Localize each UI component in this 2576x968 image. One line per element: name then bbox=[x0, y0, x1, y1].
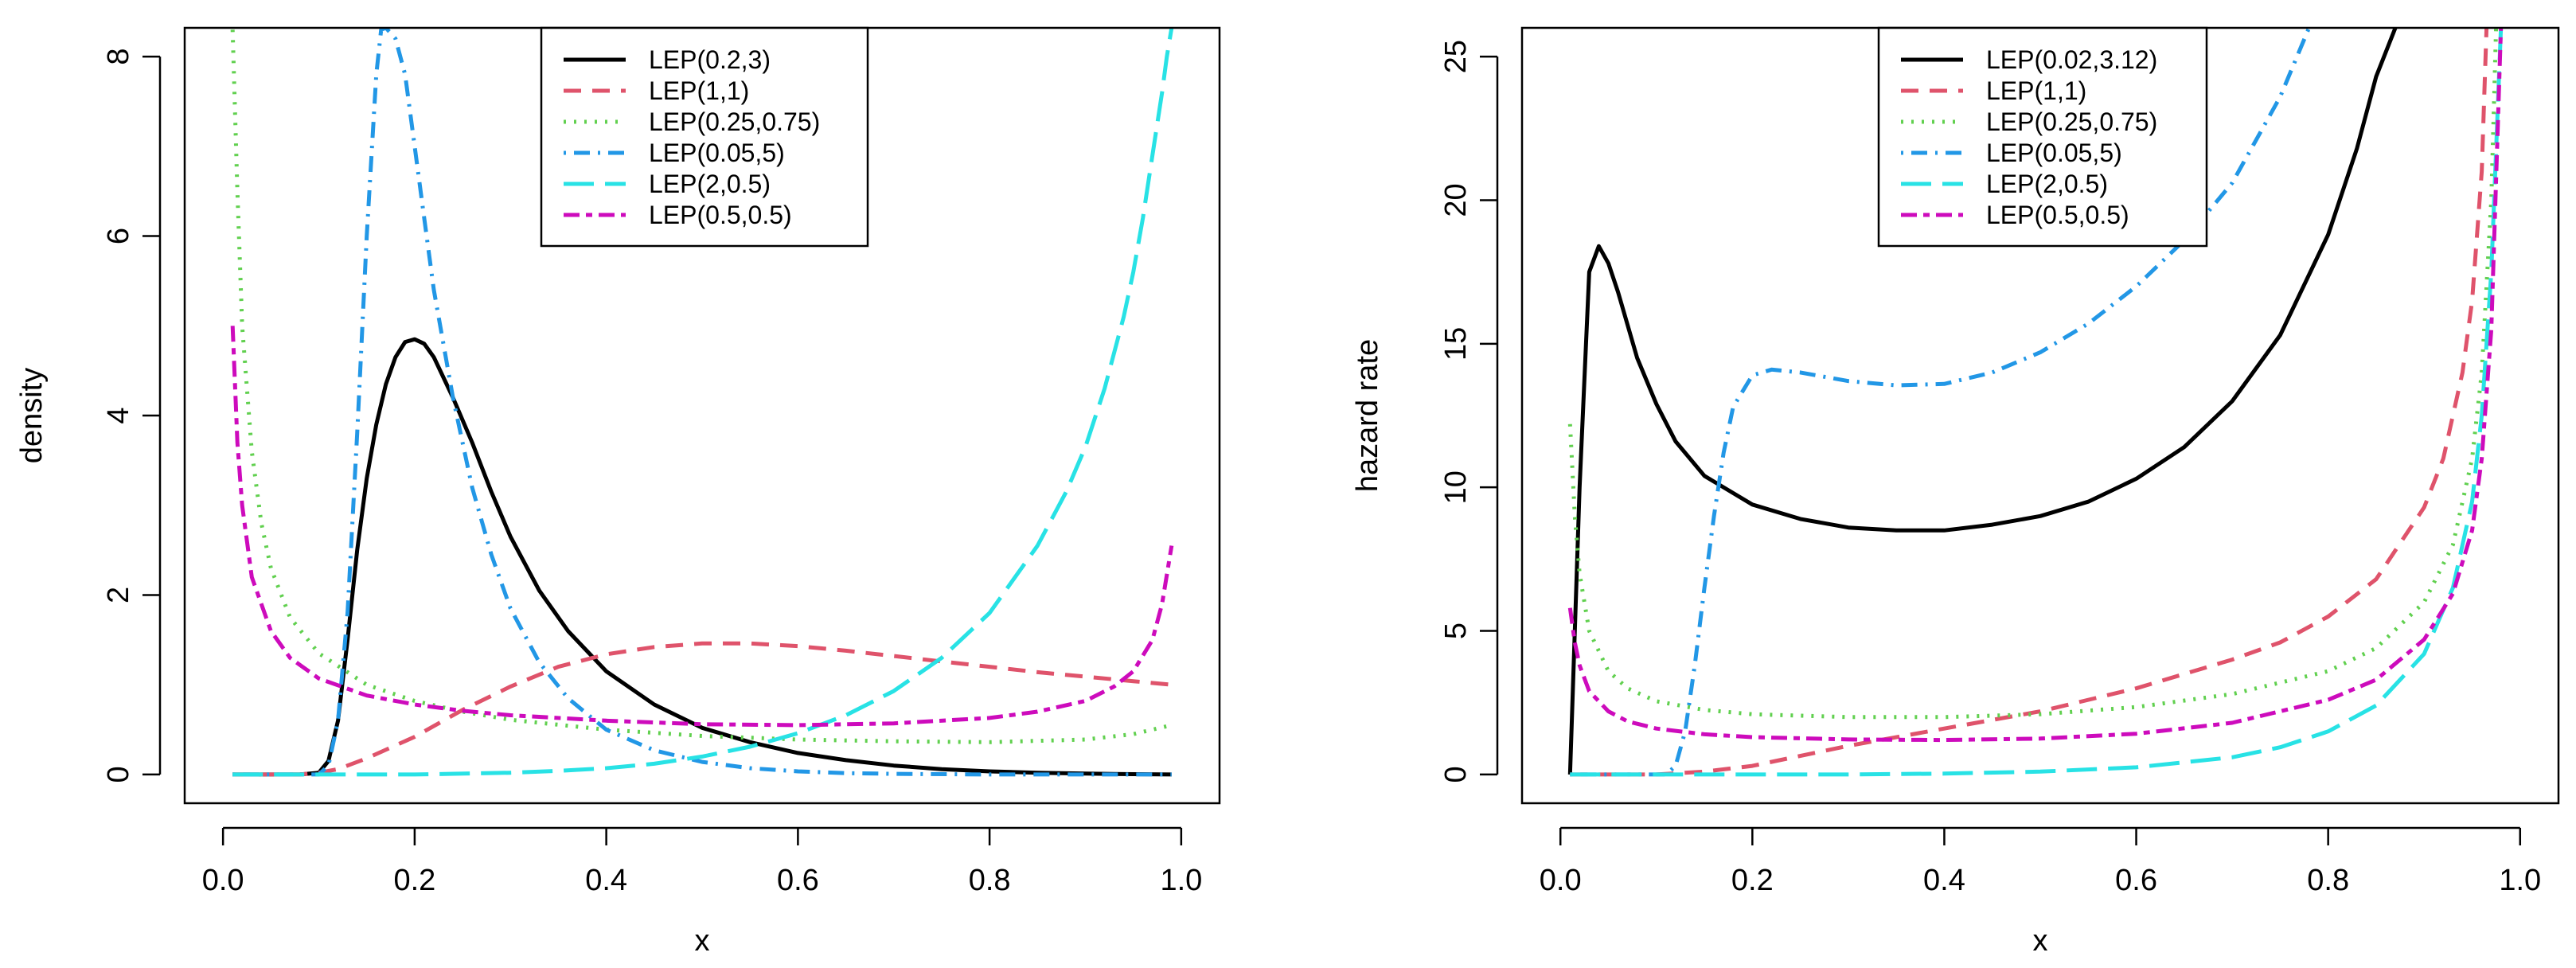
y-tick-label: 8 bbox=[102, 49, 135, 65]
legend-box bbox=[1877, 26, 2208, 248]
legend-label-2: LEP(1,1) bbox=[1986, 76, 2086, 105]
x-axis: 0.0 0.2 0.4 0.6 0.8 1.0 x bbox=[1540, 826, 2541, 958]
series-line-2 bbox=[1570, 28, 2489, 777]
y-tick-label: 6 bbox=[102, 228, 135, 244]
y-tick-label: 25 bbox=[1439, 40, 1473, 73]
series-line-4 bbox=[1570, 28, 2311, 777]
y-tick-label: 4 bbox=[102, 407, 135, 424]
x-axis-title: x bbox=[2033, 924, 2048, 958]
chart-panel-1: 0.0 0.2 0.4 0.6 0.8 1.0 x 0 2 4 6 8 density LEP(0.2,3… bbox=[15, 26, 1221, 958]
x-tick-label: 0.6 bbox=[2115, 864, 2157, 897]
series-line-2 bbox=[232, 641, 1173, 777]
x-tick-label: 0.4 bbox=[1923, 864, 1965, 897]
x-tick-label: 0.4 bbox=[585, 864, 627, 897]
series-group bbox=[1567, 28, 2504, 777]
y-tick-label: 2 bbox=[102, 587, 135, 603]
legend-label-5: LEP(2,0.5) bbox=[649, 170, 771, 198]
y-tick-label: 15 bbox=[1439, 327, 1473, 361]
y-axis-title: hazard rate bbox=[1351, 339, 1384, 492]
x-tick-label: 0.8 bbox=[2307, 864, 2349, 897]
legend-label-4: LEP(0.05,5) bbox=[649, 139, 785, 167]
legend-label-6: LEP(0.5,0.5) bbox=[1986, 201, 2129, 229]
x-tick-label: 1.0 bbox=[1160, 864, 1202, 897]
y-axis-title: density bbox=[15, 368, 49, 463]
series-line-6 bbox=[1567, 28, 2504, 743]
y-tick-label: 0 bbox=[102, 766, 135, 783]
x-tick-label: 0.2 bbox=[393, 864, 435, 897]
legend-label-1: LEP(0.02,3.12) bbox=[1986, 45, 2157, 74]
legend-label-3: LEP(0.25,0.75) bbox=[649, 107, 820, 136]
legend: LEP(0.2,3)LEP(1,1)LEP(0.25,0.75) LEP(0.05… bbox=[540, 26, 869, 248]
x-tick-label: 0.2 bbox=[1731, 864, 1774, 897]
x-axis-title: x bbox=[695, 924, 710, 958]
legend-label-3: LEP(0.25,0.75) bbox=[1986, 107, 2157, 136]
x-tick-label: 0.6 bbox=[777, 864, 819, 897]
x-tick-label: 0.0 bbox=[202, 864, 244, 897]
x-axis: 0.0 0.2 0.4 0.6 0.8 1.0 x bbox=[202, 826, 1202, 958]
y-axis: 0 2 4 6 8 density bbox=[15, 49, 162, 783]
y-tick-label: 20 bbox=[1439, 183, 1473, 217]
series-line-5 bbox=[232, 28, 1174, 777]
legend-label-5: LEP(2,0.5) bbox=[1986, 170, 2108, 198]
chart-panel-2: 0.0 0.2 0.4 0.6 0.8 1.0 x 0 5 10 15 20 25 hazard rate… bbox=[1351, 26, 2560, 958]
legend-label-1: LEP(0.2,3) bbox=[649, 45, 771, 74]
series-line-1 bbox=[232, 337, 1172, 777]
x-tick-label: 0.8 bbox=[969, 864, 1011, 897]
series-line-6 bbox=[230, 326, 1174, 728]
series-line-5 bbox=[1570, 28, 2504, 777]
x-tick-label: 1.0 bbox=[2499, 864, 2541, 897]
y-tick-label: 5 bbox=[1439, 623, 1473, 639]
legend-box bbox=[540, 26, 869, 248]
y-axis: 0 5 10 15 20 25 hazard rate bbox=[1351, 40, 1499, 783]
legend-label-4: LEP(0.05,5) bbox=[1986, 139, 2122, 167]
legend-label-6: LEP(0.5,0.5) bbox=[649, 201, 792, 229]
legend: LEP(0.02,3.12)LEP(1,1)LEP(0.25,0.75) LEP(… bbox=[1877, 26, 2208, 248]
series-group bbox=[230, 28, 1174, 777]
x-tick-label: 0.0 bbox=[1540, 864, 1582, 897]
y-tick-label: 0 bbox=[1439, 766, 1473, 783]
legend-label-2: LEP(1,1) bbox=[649, 76, 749, 105]
series-line-1 bbox=[1567, 28, 2398, 775]
y-tick-label: 10 bbox=[1439, 470, 1473, 504]
